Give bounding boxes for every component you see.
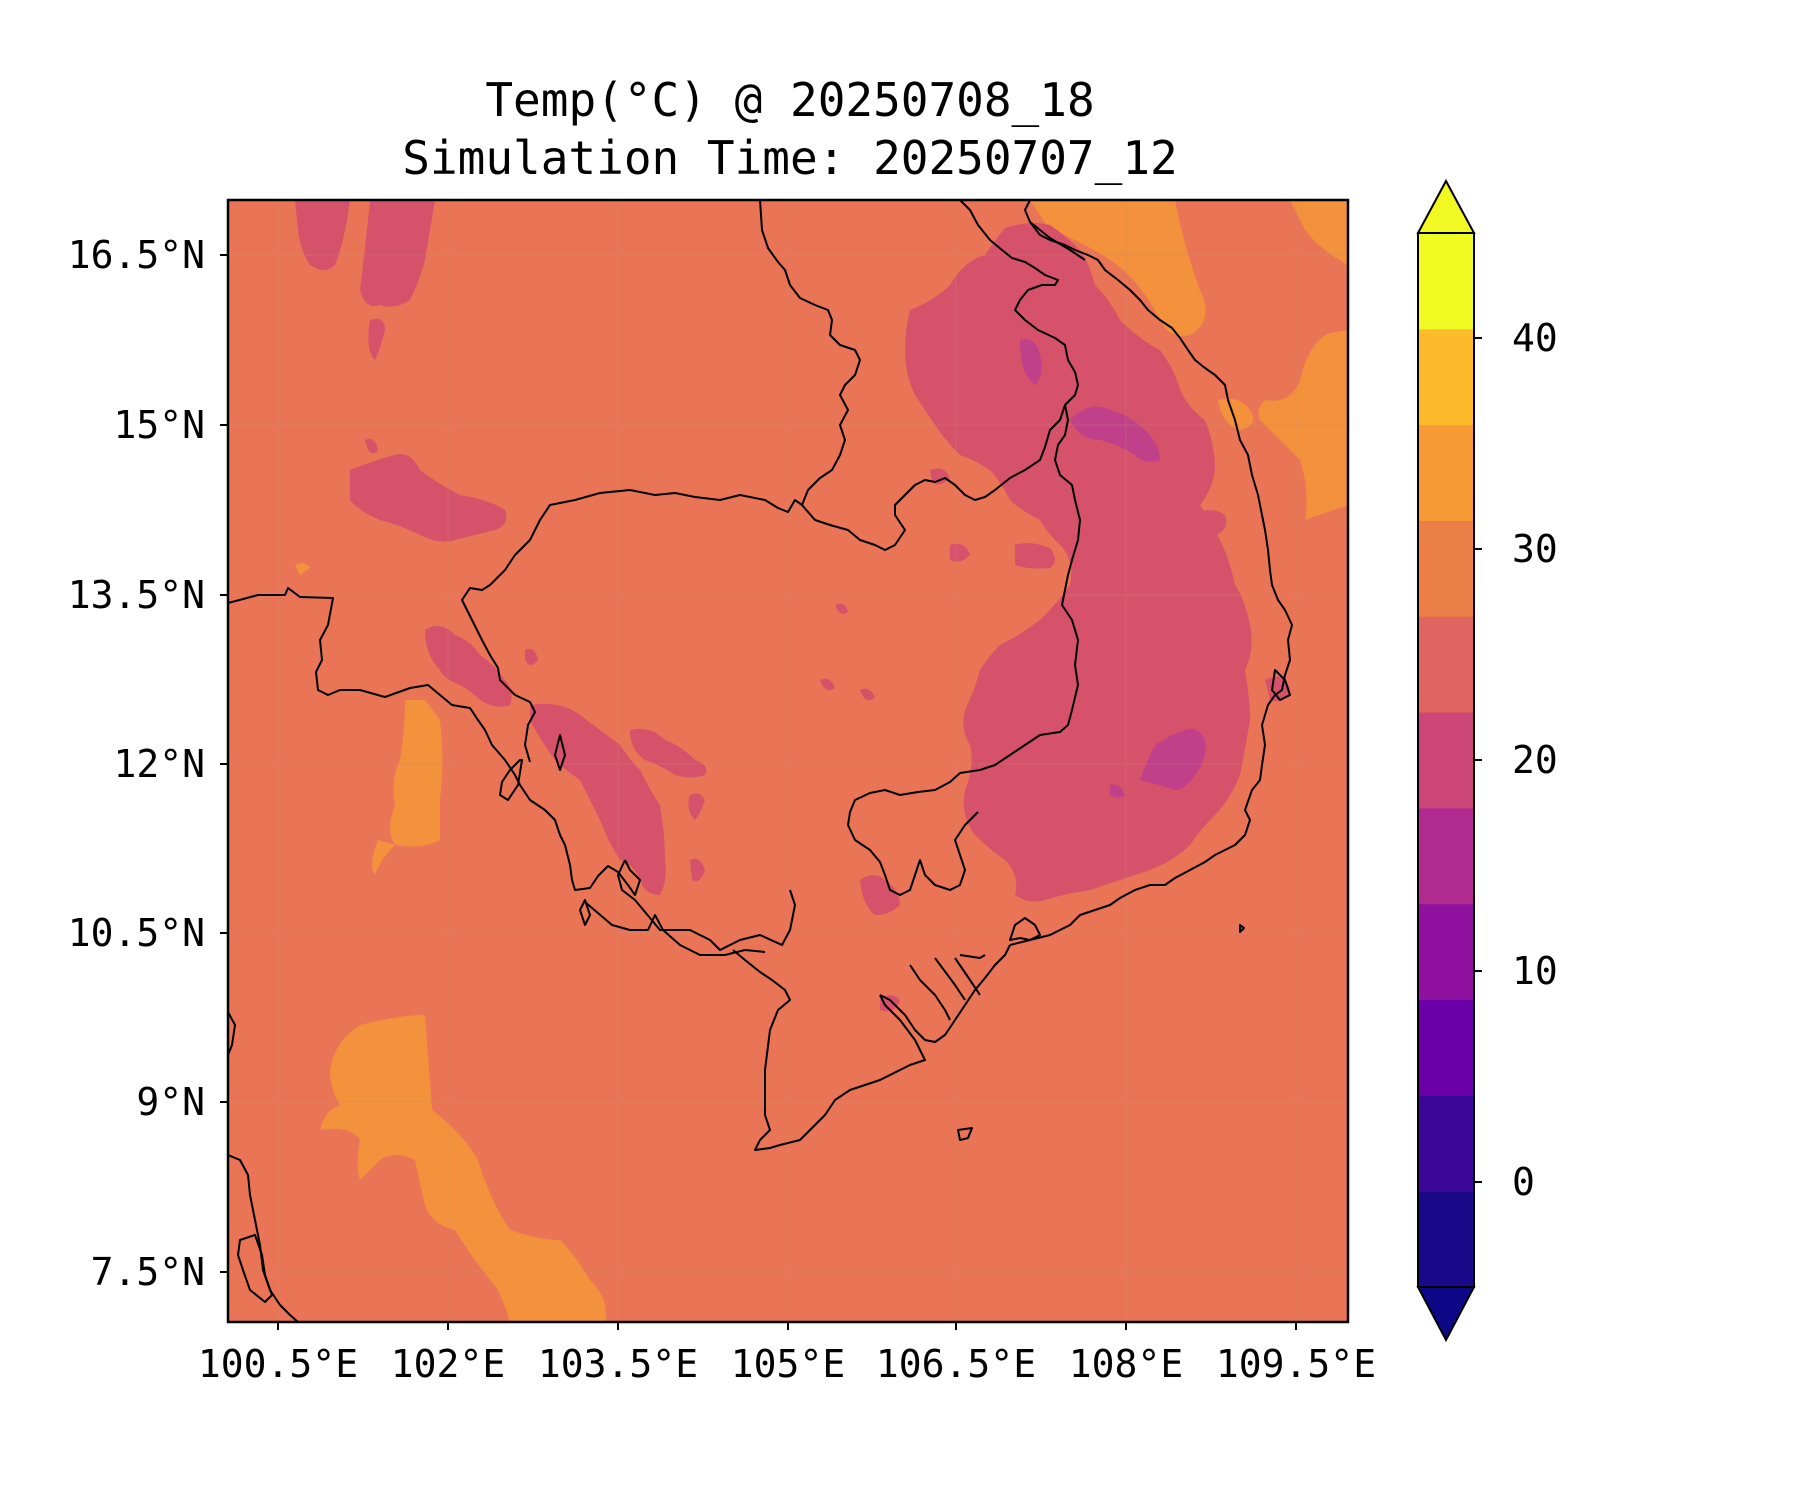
colorbar-segment: [1418, 1095, 1474, 1192]
lat-tick-label: 9°N: [136, 1080, 205, 1124]
gridlines: [228, 200, 1348, 1322]
colorbar-tick-label: 0: [1512, 1160, 1535, 1204]
colorbar-tick-label: 30: [1512, 527, 1558, 571]
map-panel: [228, 200, 1348, 1322]
lon-tick-label: 109.5°E: [1215, 1342, 1377, 1386]
colorbar-tick-label: 40: [1512, 316, 1558, 360]
lon-tick-label: 105°E: [730, 1342, 846, 1386]
colorbar-segment: [1418, 233, 1474, 330]
colorbar-segment: [1418, 616, 1474, 713]
lat-tick-label: 16.5°N: [67, 233, 205, 277]
lat-tick-label: 15°N: [113, 403, 205, 447]
axis-ticks: [220, 254, 1297, 1330]
cooler-temperature-regions: [1020, 339, 1206, 798]
lat-tick-label: 7.5°N: [90, 1250, 205, 1294]
lat-tick-label: 10.5°N: [67, 911, 205, 955]
colorbar-segment: [1418, 520, 1474, 617]
map-subtitle: Simulation Time: 20250707_12: [402, 131, 1178, 185]
lat-tick-label: 12°N: [113, 742, 205, 786]
colorbar: [1416, 178, 1482, 1343]
lon-tick-label: 102°E: [390, 1342, 506, 1386]
colorbar-extend-max-arrow: [1416, 178, 1476, 234]
coastlines-and-borders: [228, 200, 1293, 1322]
lon-tick-label: 100.5°E: [197, 1342, 359, 1386]
colorbar-segment: [1418, 328, 1474, 426]
lon-tick-label: 108°E: [1068, 1342, 1184, 1386]
lon-tick-label: 103.5°E: [537, 1342, 699, 1386]
lon-tick-label: 106.5°E: [875, 1342, 1037, 1386]
colorbar-segment: [1418, 424, 1474, 521]
colorbar-segment: [1418, 1191, 1474, 1288]
colorbar-extend-min-arrow: [1416, 1286, 1476, 1343]
cool-temperature-regions: [295, 200, 1290, 1012]
warm-temperature-regions: [295, 200, 1348, 1322]
lat-tick-label: 13.5°N: [67, 573, 205, 617]
colorbar-segment: [1418, 807, 1474, 905]
map-title: Temp(°C) @ 20250708_18: [485, 73, 1095, 127]
colorbar-segment: [1418, 999, 1474, 1096]
colorbar-segment: [1418, 903, 1474, 1001]
colorbar-segment: [1418, 712, 1474, 809]
colorbar-ticks: [1474, 337, 1482, 1183]
colorbar-tick-label: 10: [1512, 949, 1558, 993]
colorbar-tick-label: 20: [1512, 738, 1558, 782]
